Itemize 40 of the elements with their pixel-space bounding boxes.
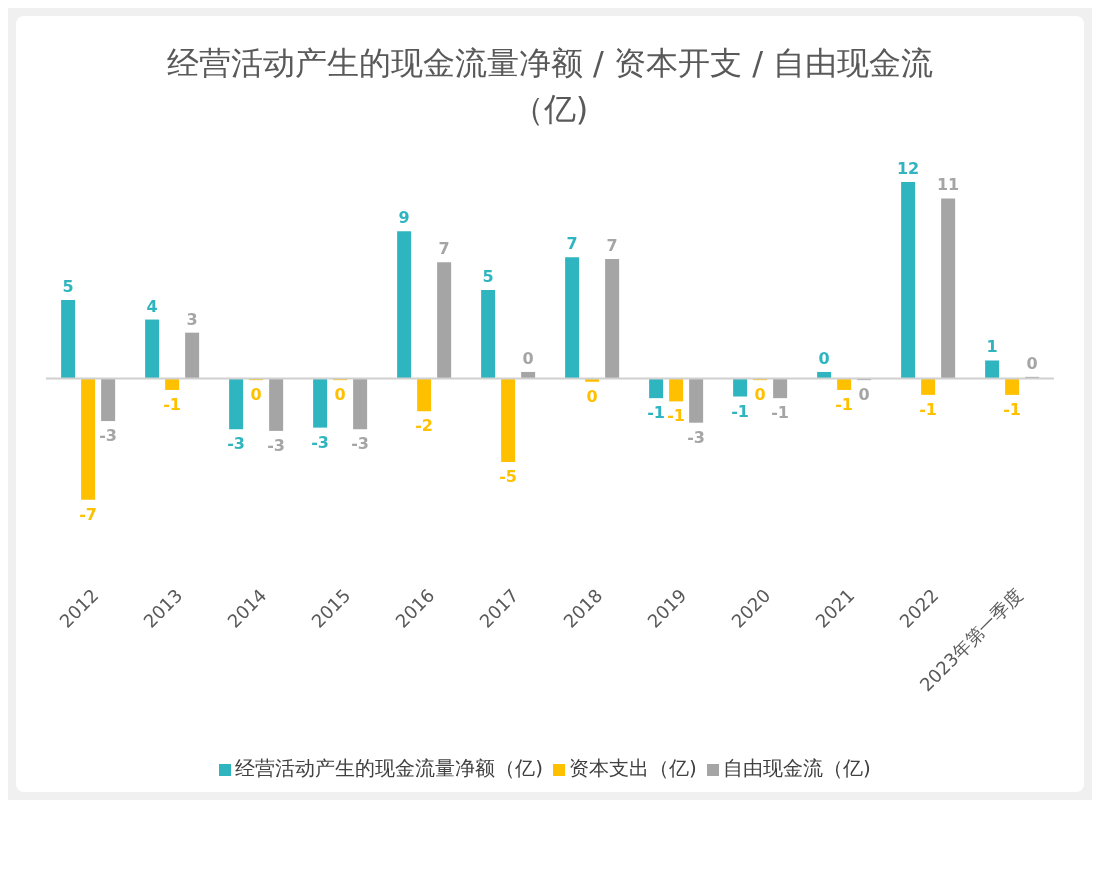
data-label: -1: [731, 401, 750, 421]
data-label: -3: [351, 434, 370, 454]
data-label: 9: [398, 208, 410, 228]
data-label: -3: [99, 426, 118, 446]
data-label: 7: [566, 234, 578, 254]
data-label: 7: [438, 239, 450, 259]
data-label: 11: [936, 175, 960, 195]
data-label: 0: [818, 348, 830, 368]
data-label: 0: [250, 385, 262, 405]
data-label: -1: [919, 399, 938, 419]
data-label: 0: [754, 385, 766, 405]
data-label: 0: [334, 385, 346, 405]
data-label: 0: [522, 348, 534, 368]
data-label: 12: [896, 159, 920, 178]
data-label: 0: [1026, 353, 1038, 373]
data-label: -3: [311, 432, 330, 452]
data-label: -1: [163, 394, 182, 414]
data-label: -3: [687, 427, 706, 447]
chart-title: 经营活动产生的现金流量净额 / 资本开支 / 自由现金流（亿): [165, 43, 935, 130]
data-label: -3: [267, 435, 286, 455]
data-label: -7: [79, 504, 98, 524]
data-label: 0: [586, 386, 598, 406]
data-label: 0: [858, 385, 870, 405]
data-label: 5: [62, 276, 74, 296]
legend-label: 资本支出（亿): [569, 756, 697, 780]
data-label: -5: [499, 467, 518, 487]
data-label: -1: [835, 394, 854, 414]
data-label: 4: [146, 296, 158, 316]
data-label: 7: [606, 235, 618, 255]
data-label: -1: [771, 403, 790, 423]
legend-label: 自由现金流（亿): [722, 756, 871, 780]
data-label: 5: [482, 267, 494, 287]
data-label: -3: [227, 434, 246, 454]
data-label: -1: [667, 406, 686, 426]
data-label: 3: [186, 309, 198, 329]
legend-label: 经营活动产生的现金流量净额（亿): [235, 756, 544, 780]
data-label: 1: [986, 337, 998, 357]
data-label: -2: [415, 416, 434, 436]
data-label: -1: [1003, 399, 1022, 419]
data-label: -1: [647, 403, 666, 423]
